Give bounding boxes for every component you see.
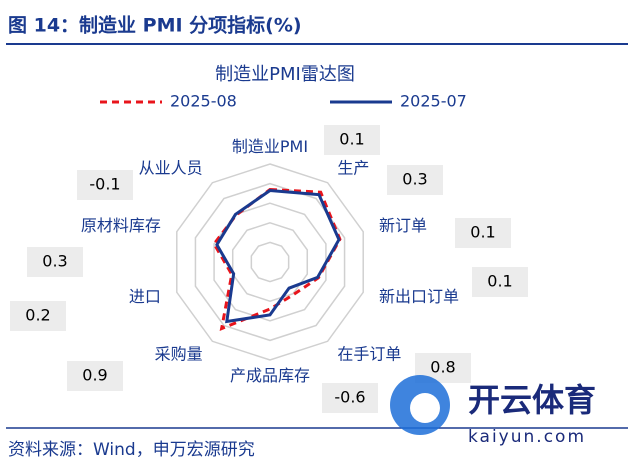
- axis-label: 从业人员: [139, 159, 203, 178]
- axis-label: 新出口订单: [379, 287, 459, 306]
- axis-label: 原材料库存: [81, 216, 161, 235]
- axis-label: 生产: [337, 159, 369, 178]
- change-box: [455, 218, 511, 248]
- grid-ring: [176, 163, 364, 361]
- watermark-brand: 开云体育: [468, 381, 596, 419]
- change-label: 0.3: [402, 170, 427, 189]
- grid-ring: [194, 182, 346, 342]
- grid-ring: [250, 241, 290, 283]
- change-box: [77, 170, 133, 200]
- footer-source: 资料来源：Wind，申万宏源研究: [8, 440, 255, 460]
- change-box: [10, 301, 66, 331]
- header-title: 图 14：制造业 PMI 分项指标(%): [8, 14, 302, 37]
- change-label: 0.8: [430, 358, 455, 377]
- change-label: 0.9: [82, 366, 107, 385]
- change-label: 0.3: [42, 252, 67, 271]
- change-box: [322, 383, 378, 413]
- change-label: 0.2: [25, 306, 50, 325]
- change-box: [472, 267, 528, 297]
- axis-label: 新订单: [379, 216, 427, 235]
- legend-label: 2025-07: [400, 92, 467, 111]
- axis-label: 制造业PMI: [232, 137, 308, 156]
- change-label: -0.6: [334, 388, 365, 407]
- watermark-url: kaiyun.com: [468, 427, 586, 447]
- chart-title: 制造业PMI雷达图: [215, 64, 355, 85]
- axis-label: 进口: [129, 287, 161, 306]
- grid-ring: [213, 202, 327, 322]
- axis-label: 产成品库存: [230, 366, 310, 385]
- grid-ring: [231, 222, 309, 302]
- legend-label: 2025-08: [170, 92, 237, 111]
- change-label: 0.1: [470, 223, 495, 242]
- change-box: [67, 361, 123, 391]
- change-label: 0.1: [487, 272, 512, 291]
- change-box: [27, 247, 83, 277]
- axis-label: 在手订单: [337, 344, 401, 363]
- change-box: [324, 125, 380, 155]
- change-label: -0.1: [89, 175, 120, 194]
- change-box: [387, 165, 443, 195]
- change-label: 0.1: [339, 130, 364, 149]
- watermark-logo-ball: [410, 393, 440, 423]
- watermark: 开云体育 kaiyun.com: [390, 375, 596, 447]
- axis-label: 采购量: [155, 344, 203, 363]
- series-line: [215, 188, 341, 324]
